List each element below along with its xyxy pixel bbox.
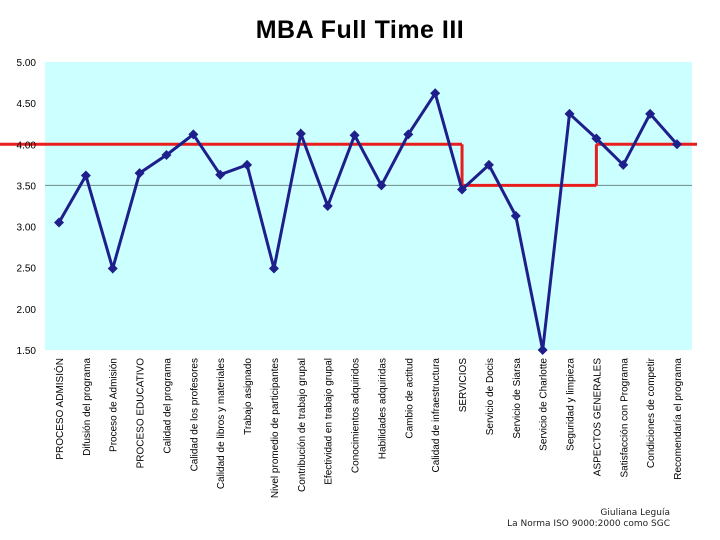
y-tick-label: 2.50 [17, 264, 37, 275]
x-tick-label: Contribución de trabajo grupal [297, 358, 308, 492]
x-tick-label: Difusión del programa [82, 358, 93, 456]
x-tick-label: Calidad de infraestructura [431, 358, 442, 473]
y-tick-label: 5.00 [17, 58, 37, 69]
y-tick-label: 3.50 [17, 181, 37, 192]
y-tick-label: 2.00 [17, 305, 37, 316]
y-tick-label: 1.50 [17, 346, 37, 357]
x-tick-label: Seguridad y limpieza [566, 358, 577, 451]
data-point [483, 159, 494, 170]
data-point [188, 129, 199, 140]
y-tick-label: 4.00 [17, 140, 37, 151]
x-tick-label: PROCESO EDUCATIVO [136, 358, 147, 469]
chart-title: MBA Full Time III [255, 16, 465, 44]
x-tick-label: Servicio de Docis [485, 358, 496, 435]
x-tick-label: Habilidades adquiridas [377, 358, 388, 459]
data-point [376, 180, 387, 191]
data-point [645, 108, 656, 119]
x-tick-label: Calidad de los profesores [189, 358, 200, 471]
data-point [107, 263, 118, 274]
x-tick-label: Nivel promedio de participantes [270, 358, 281, 498]
data-point [295, 128, 306, 139]
data-point [322, 201, 333, 211]
x-tick-label: Calidad del programa [162, 358, 173, 454]
x-tick-label: PROCESO ADMISIÓN [53, 358, 66, 460]
data-point [591, 133, 602, 144]
x-tick-label: Proceso de Admisión [109, 358, 120, 452]
x-tick-label: Trabajo asignado [243, 358, 254, 435]
footer: Giuliana Leguía La Norma ISO 9000:2000 c… [507, 508, 670, 530]
data-point [349, 130, 360, 141]
data-point [54, 217, 64, 228]
footer-subtitle: La Norma ISO 9000:2000 como SGC [507, 519, 670, 529]
data-point [80, 170, 91, 181]
x-tick-label: Servicio de Charlotte [539, 358, 550, 451]
data-point [161, 149, 172, 160]
data-point [403, 129, 414, 140]
x-tick-label: Condiciones de competir [646, 357, 657, 468]
series-line [57, 89, 679, 351]
data-point [215, 169, 226, 180]
data-point [510, 210, 521, 221]
data-point [457, 184, 468, 195]
x-tick-label: Conocimientos adquiridos [351, 358, 362, 473]
footer-author: Giuliana Leguía [600, 508, 670, 518]
x-tick-label: Recomendaría el programa [673, 358, 684, 480]
x-tick-label: SERVICIOS [458, 358, 469, 413]
data-point [537, 345, 548, 355]
data-point [672, 139, 682, 150]
y-tick-label: 3.00 [17, 223, 37, 234]
data-point [242, 159, 253, 170]
data-point [430, 88, 441, 99]
plot-area [45, 62, 692, 350]
data-point [268, 263, 279, 274]
data-point [618, 159, 629, 170]
x-tick-label: Cambio de actitud [404, 358, 415, 439]
data-point [134, 168, 145, 179]
x-tick-label: Calidad de libros y materiales [216, 358, 227, 489]
data-point [564, 108, 575, 119]
x-tick-label: ASPECTOS GENERALES [592, 358, 603, 477]
x-tick-label: Efectividad en trabajo grupal [324, 358, 335, 485]
y-tick-label: 4.50 [17, 99, 37, 110]
x-tick-label: Satisfacción con Programa [619, 358, 630, 478]
x-tick-label: Servicio de Siarsa [512, 358, 523, 439]
